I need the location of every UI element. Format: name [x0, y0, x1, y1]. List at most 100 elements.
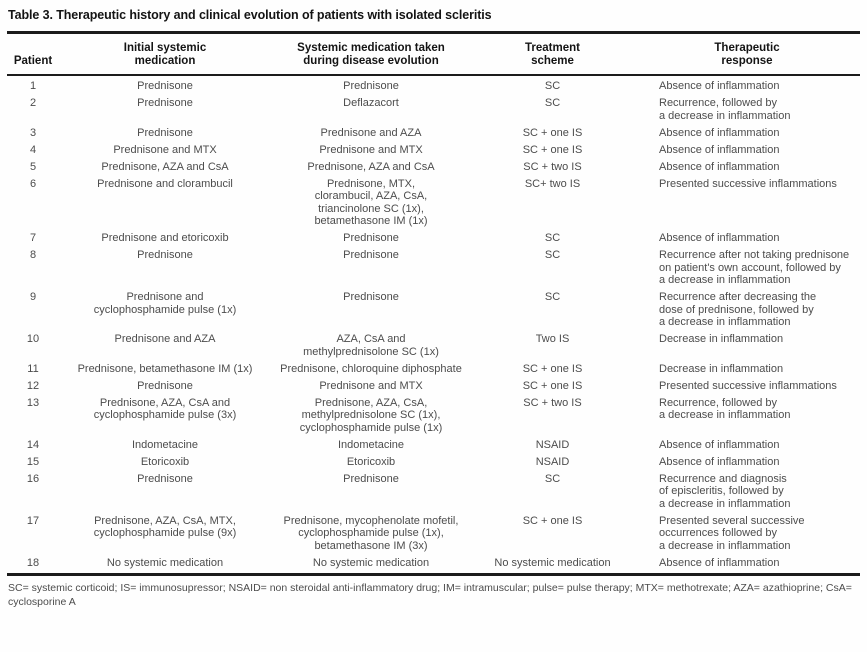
therapeutic-response-cell: Absence of inflammation: [659, 438, 780, 451]
table-row: 1 Prednisone Prednisone SC Absence of in…: [7, 75, 860, 95]
column-header-initial-medication: Initial systemic medication: [59, 32, 271, 76]
table-row: 16 Prednisone Prednisone SC Recurrence a…: [7, 471, 860, 513]
evolution-medication-cell: Prednisone and MTX: [319, 379, 423, 392]
patient-number-cell: 8: [29, 249, 37, 261]
patient-number-cell: 14: [26, 438, 40, 451]
therapeutic-response-cell: Absence of inflammation: [659, 556, 780, 569]
initial-medication-cell: Etoricoxib: [140, 455, 190, 468]
table-body: 1 Prednisone Prednisone SC Absence of in…: [7, 75, 860, 575]
patient-number-cell: 4: [29, 143, 37, 156]
treatment-scheme-cell: SC: [544, 80, 561, 92]
treatment-scheme-cell: SC: [544, 249, 561, 261]
table-row: 7 Prednisone and etoricoxib Prednisone S…: [7, 230, 860, 247]
initial-medication-cell: Prednisone: [137, 126, 193, 139]
evolution-medication-cell: AZA, CsA and methylprednisolone SC (1x): [303, 333, 439, 358]
evolution-medication-cell: Prednisone, MTX, clorambucil, AZA, CsA, …: [314, 177, 428, 228]
header-row: Patient Initial systemic medication Syst…: [7, 32, 860, 76]
patient-number-cell: 11: [27, 362, 39, 375]
patient-number-cell: 2: [29, 97, 37, 109]
therapeutic-response-cell: Absence of inflammation: [659, 126, 780, 139]
patient-number-cell: 6: [29, 177, 37, 190]
therapeutic-response-cell: Absence of inflammation: [659, 160, 780, 173]
patient-number-cell: 9: [29, 291, 37, 303]
patient-number-cell: 1: [29, 80, 37, 92]
table-row: 3 Prednisone Prednisone and AZA SC + one…: [7, 125, 860, 142]
evolution-medication-cell: Prednisone and AZA: [320, 126, 422, 139]
evolution-medication-cell: Prednisone, AZA, CsA, methylprednisolone…: [299, 396, 443, 434]
therapeutic-history-table: Patient Initial systemic medication Syst…: [7, 31, 860, 576]
therapeutic-response-cell: Absence of inflammation: [659, 455, 780, 468]
therapeutic-response-cell: Absence of inflammation: [659, 80, 780, 92]
treatment-scheme-cell: SC: [544, 97, 561, 109]
evolution-medication-cell: Prednisone, AZA and CsA: [307, 160, 435, 173]
initial-medication-cell: Prednisone and etoricoxib: [101, 232, 229, 244]
table-row: 15 Etoricoxib Etoricoxib NSAID Absence o…: [7, 454, 860, 471]
treatment-scheme-cell: SC + one IS: [522, 362, 583, 375]
patient-number-cell: 12: [26, 379, 40, 392]
table-row: 8 Prednisone Prednisone SC Recurrence af…: [7, 247, 860, 289]
initial-medication-cell: Prednisone: [137, 80, 193, 92]
evolution-medication-cell: No systemic medication: [312, 556, 430, 569]
patient-number-cell: 3: [29, 126, 37, 139]
table-row: 12 Prednisone Prednisone and MTX SC + on…: [7, 378, 860, 395]
evolution-medication-cell: Prednisone: [343, 80, 399, 92]
table-row: 18 No systemic medication No systemic me…: [7, 555, 860, 575]
initial-medication-cell: Prednisone, AZA and CsA: [101, 160, 229, 173]
therapeutic-response-cell: Absence of inflammation: [659, 143, 780, 156]
evolution-medication-cell: Prednisone and MTX: [319, 143, 423, 156]
table-row: 14 Indometacine Indometacine NSAID Absen…: [7, 437, 860, 454]
initial-medication-cell: Prednisone and AZA: [114, 333, 216, 345]
initial-medication-cell: Prednisone and clorambucil: [97, 177, 233, 190]
evolution-medication-cell: Indometacine: [337, 438, 405, 451]
initial-medication-cell: Prednisone and cyclophosphamide pulse (1…: [93, 291, 237, 316]
table-row: 9 Prednisone and cyclophosphamide pulse …: [7, 289, 860, 331]
patient-number-cell: 13: [26, 396, 40, 409]
table-title: Table 3. Therapeutic history and clinica…: [8, 8, 492, 22]
initial-medication-cell: Prednisone: [137, 97, 193, 109]
treatment-scheme-cell: SC + two IS: [523, 396, 582, 409]
evolution-medication-cell: Deflazacort: [343, 97, 399, 109]
therapeutic-response-cell: Recurrence and diagnosis of episcleritis…: [659, 472, 791, 510]
evolution-medication-cell: Prednisone, chloroquine diphosphate: [280, 362, 462, 375]
evolution-medication-cell: Prednisone, mycophenolate mofetil, cyclo…: [283, 514, 459, 552]
treatment-scheme-cell: Two IS: [535, 333, 570, 345]
table-row: 11 Prednisone, betamethasone IM (1x) Pre…: [7, 361, 860, 378]
therapeutic-response-cell: Presented successive inflammations: [659, 177, 837, 190]
patient-number-cell: 17: [26, 514, 40, 527]
table-row: 5 Prednisone, AZA and CsA Prednisone, AZ…: [7, 159, 860, 176]
patient-number-cell: 5: [29, 160, 37, 173]
table-row: 17 Prednisone, AZA, CsA, MTX, cyclophosp…: [7, 513, 860, 555]
column-header-patient: Patient: [7, 32, 59, 76]
column-header-treatment-scheme: Treatment scheme: [471, 32, 634, 76]
treatment-scheme-cell: SC + one IS: [522, 143, 583, 156]
column-header-therapeutic-response: Therapeutic response: [634, 32, 860, 76]
treatment-scheme-cell: SC: [544, 472, 561, 485]
initial-medication-cell: Indometacine: [131, 438, 199, 451]
treatment-scheme-cell: NSAID: [535, 438, 570, 451]
treatment-scheme-cell: SC + two IS: [523, 160, 582, 173]
patient-number-cell: 15: [26, 455, 40, 468]
therapeutic-response-cell: Recurrence, followed by a decrease in in…: [659, 97, 791, 122]
table-row: 2 Prednisone Deflazacort SC Recurrence, …: [7, 95, 860, 125]
evolution-medication-cell: Prednisone: [343, 232, 399, 244]
initial-medication-cell: Prednisone: [137, 472, 193, 485]
initial-medication-cell: Prednisone, betamethasone IM (1x): [77, 362, 253, 375]
patient-number-cell: 7: [29, 232, 37, 244]
patient-number-cell: 10: [26, 333, 40, 345]
treatment-scheme-cell: SC: [544, 232, 561, 244]
treatment-scheme-cell: SC + one IS: [522, 514, 583, 527]
therapeutic-response-cell: Presented successive inflammations: [659, 379, 837, 392]
therapeutic-response-cell: Decrease in inflammation: [659, 333, 784, 345]
treatment-scheme-cell: SC + one IS: [522, 126, 583, 139]
treatment-scheme-cell: SC: [544, 291, 561, 303]
therapeutic-response-cell: Absence of inflammation: [659, 232, 780, 244]
patient-number-cell: 18: [26, 556, 40, 569]
therapeutic-response-cell: Presented several successive occurrences…: [659, 514, 805, 552]
table-header: Patient Initial systemic medication Syst…: [7, 32, 860, 76]
table-row: 4 Prednisone and MTX Prednisone and MTX …: [7, 142, 860, 159]
column-header-evolution-medication: Systemic medication taken during disease…: [271, 32, 471, 76]
evolution-medication-cell: Prednisone: [343, 472, 399, 485]
table-row: 10 Prednisone and AZA AZA, CsA and methy…: [7, 331, 860, 361]
therapeutic-response-cell: Recurrence after decreasing the dose of …: [659, 291, 817, 328]
